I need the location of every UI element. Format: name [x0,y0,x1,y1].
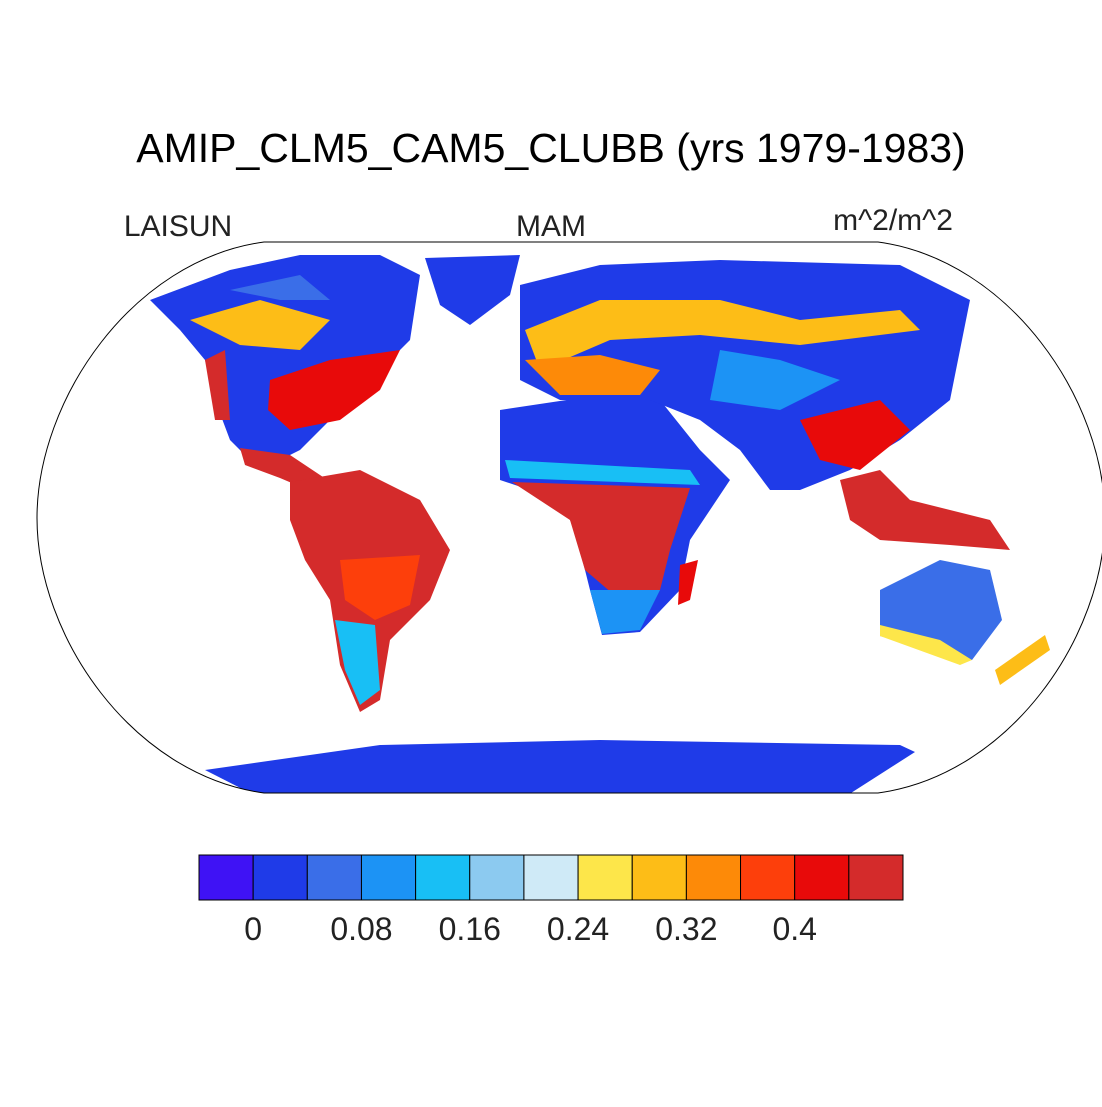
maritime-asia [840,470,1010,550]
south-africa [590,590,660,634]
colorbar-box [740,854,796,901]
colorbar: 0 0.08 0.16 0.24 0.32 0.4 [198,854,904,947]
colorbar-box [794,854,850,901]
north-america-band [190,300,330,350]
colorbar-box [252,854,308,901]
europe-south [525,355,660,395]
central-africa [512,482,690,600]
colorbar-box [415,854,471,901]
east-asia [800,400,910,470]
variable-label: LAISUN [124,210,232,243]
madagascar [678,560,698,605]
colorbar-box [631,854,687,901]
colorbar-box [306,854,362,901]
south-america-south [340,555,420,620]
colorbar-tick-label: 0.4 [772,911,816,947]
colorbar-box [523,854,579,901]
north-america [150,255,420,470]
colorbar-box [469,854,525,901]
east-us [268,350,400,430]
antarctica [205,740,915,793]
map-land [150,255,1050,793]
west-coast [205,350,230,420]
colorbar-tick-label: 0.16 [439,911,501,947]
greenland [425,255,520,325]
patagonia [335,620,380,705]
central-asia [710,350,840,410]
colorbar-tick-label: 0 [244,911,262,947]
colorbar-tick-label: 0.08 [330,911,392,947]
units-label: m^2/m^2 [833,204,953,237]
canada [230,275,330,300]
sahel [505,460,700,485]
colorbar-tick-label: 0.32 [655,911,717,947]
australia-coast [880,625,972,665]
colorbar-box [685,854,742,901]
map-border [36,241,1102,794]
title: AMIP_CLM5_CAM5_CLUBB (yrs 1979-1983) [136,125,965,171]
colorbar-tick-label: 0.24 [547,911,609,947]
colorbar-box [198,854,254,901]
colorbar-box [577,854,633,901]
eurasia-band [525,300,920,370]
colorbar-box [360,854,417,901]
season-label: MAM [516,210,586,243]
new-zealand [995,635,1050,685]
colorbar-box [848,854,904,901]
